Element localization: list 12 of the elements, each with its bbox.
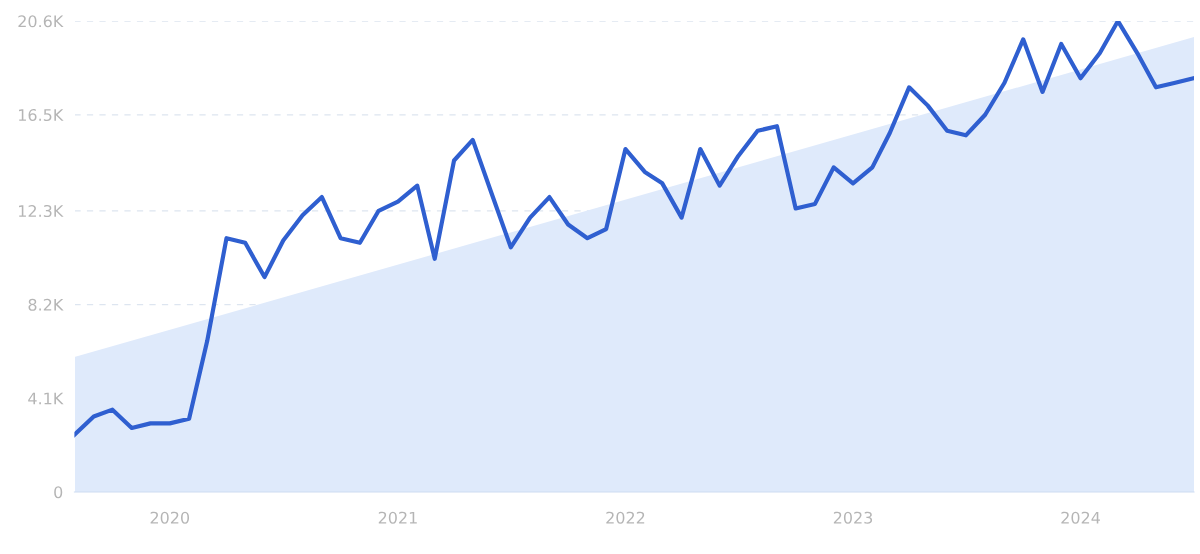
y-tick-label: 4.1K bbox=[28, 392, 64, 405]
x-tick-label: 2023 bbox=[833, 511, 873, 524]
y-tick-label: 0 bbox=[54, 486, 63, 499]
y-tick-label: 20.6K bbox=[18, 15, 64, 28]
line-series bbox=[74, 21, 1194, 437]
x-tick-label: 2024 bbox=[1061, 511, 1100, 524]
y-tick-label: 12.3K bbox=[19, 205, 64, 218]
y-tick-label: 16.5K bbox=[19, 108, 64, 122]
x-tick-label: 2022 bbox=[606, 511, 645, 524]
x-tick-label: 2021 bbox=[378, 511, 417, 524]
y-tick-label: 8.2K bbox=[28, 298, 64, 311]
x-tick-label: 2020 bbox=[150, 511, 190, 524]
